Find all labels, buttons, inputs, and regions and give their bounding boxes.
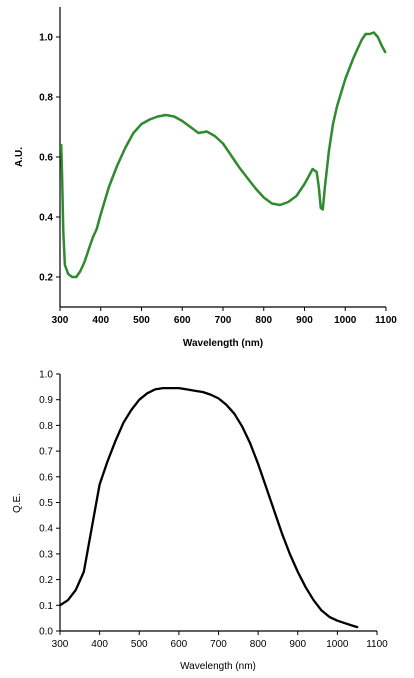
bottom-x-tick-label: 700 xyxy=(210,639,227,650)
bottom-x-axis-title: Wavelength (nm) xyxy=(180,661,256,672)
top-y-tick-label: 0.6 xyxy=(39,153,53,164)
bottom-y-tick-label: 0.4 xyxy=(39,524,53,535)
bottom-x-tick-label: 400 xyxy=(91,639,108,650)
top-x-tick-label: 600 xyxy=(174,315,191,326)
top-y-ticks: 0.2 0.4 0.6 0.8 1.0 xyxy=(39,33,60,284)
bottom-y-tick-label: 0.3 xyxy=(39,549,53,560)
bottom-y-axis-title: Q.E. xyxy=(12,493,23,513)
bottom-x-tick-label: 800 xyxy=(250,639,267,650)
bottom-y-tick-label: 0.0 xyxy=(39,627,53,638)
top-x-axis-title: Wavelength (nm) xyxy=(183,338,263,349)
bottom-y-tick-label: 0.6 xyxy=(39,472,53,483)
top-x-tick-label: 900 xyxy=(296,315,313,326)
bottom-y-tick-label: 0.1 xyxy=(39,601,53,612)
bottom-series-line xyxy=(58,386,359,629)
top-y-tick-label: 0.4 xyxy=(39,213,53,224)
top-x-tick-label: 400 xyxy=(92,315,109,326)
top-x-tick-label: 300 xyxy=(52,315,69,326)
bottom-x-tick-label: 500 xyxy=(131,639,148,650)
bottom-x-tick-label: 900 xyxy=(289,639,306,650)
top-x-tick-label: 500 xyxy=(133,315,150,326)
bottom-y-tick-label: 0.8 xyxy=(39,421,53,432)
bottom-x-tick-label: 1100 xyxy=(366,639,388,650)
bottom-y-tick-label: 1.0 xyxy=(39,370,53,381)
bottom-x-tick-label: 1000 xyxy=(326,639,349,650)
top-y-tick-label: 0.2 xyxy=(39,273,53,284)
bottom-y-tick-label: 0.2 xyxy=(39,575,53,586)
top-x-tick-label: 1100 xyxy=(375,315,397,326)
top-x-tick-label: 700 xyxy=(215,315,232,326)
top-x-tick-label: 1000 xyxy=(334,315,357,326)
top-y-tick-label: 0.8 xyxy=(39,93,53,104)
top-y-axis-title: A.U. xyxy=(14,147,25,167)
top-x-ticks: 300 400 500 600 700 800 900 1000 1100 xyxy=(52,307,397,326)
top-x-tick-label: 800 xyxy=(255,315,272,326)
bottom-y-ticks: 0.0 0.1 0.2 0.3 0.4 0.5 0.6 0.7 0.8 0.9 1.0 xyxy=(39,370,60,638)
bottom-y-tick-label: 0.5 xyxy=(39,498,53,509)
bottom-x-ticks: 300 400 500 600 700 800 900 1000 1100 xyxy=(52,631,388,650)
top-series-line xyxy=(59,31,387,279)
bottom-y-tick-label: 0.7 xyxy=(39,447,53,458)
bottom-x-tick-label: 600 xyxy=(171,639,188,650)
bottom-chart: 300 400 500 600 700 800 900 1000 1100 0.00.10.20… xyxy=(12,370,388,673)
top-chart: 300 400 500 600 700 800 900 1000 1100 0.20.40.60… xyxy=(14,7,397,349)
top-y-tick-label: 1.0 xyxy=(39,33,53,44)
bottom-x-tick-label: 300 xyxy=(52,639,69,650)
bottom-y-tick-label: 0.9 xyxy=(39,395,53,406)
